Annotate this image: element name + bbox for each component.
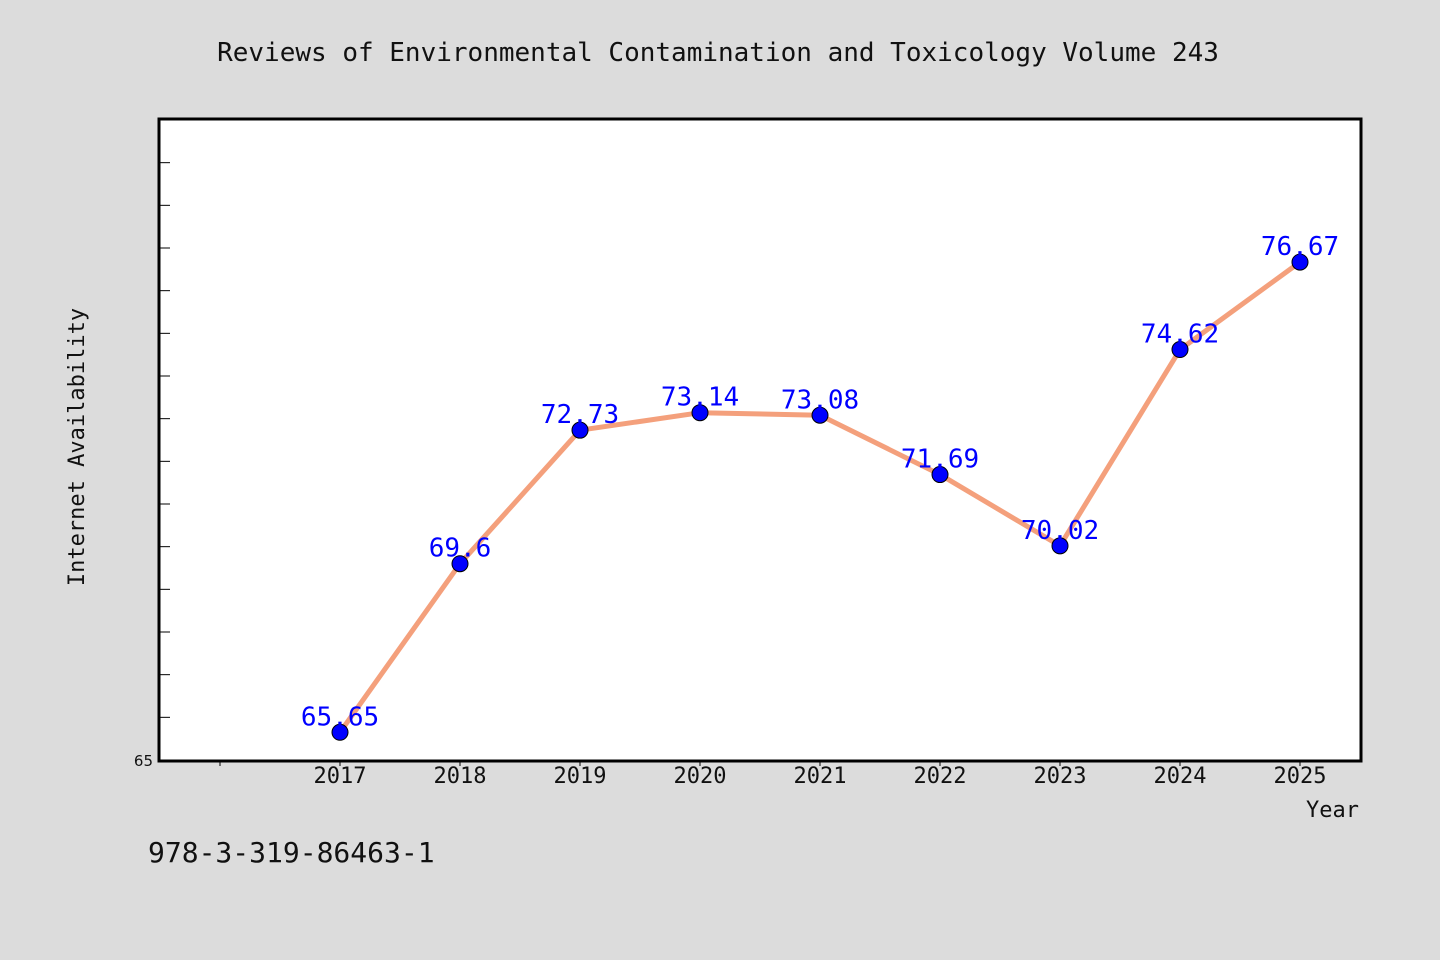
data-label: 72.73 xyxy=(541,400,619,430)
data-label: 70.02 xyxy=(1021,516,1099,546)
data-point xyxy=(451,555,469,573)
data-point xyxy=(1051,537,1069,555)
data-label: 76.67 xyxy=(1261,232,1339,262)
x-tick-label: 2024 xyxy=(1154,764,1207,789)
x-tick-label: 2020 xyxy=(674,764,727,789)
data-label: 71.69 xyxy=(901,445,979,475)
x-tick-label: 2025 xyxy=(1274,764,1327,789)
data-point xyxy=(691,404,709,422)
y-axis-label: Internet Availability xyxy=(65,308,90,586)
data-point xyxy=(331,723,349,741)
data-labels-group: 65.65 69.6 72.73 73.14 73.08 71.69 70.02 74.62 7… xyxy=(301,232,1339,732)
data-point xyxy=(1171,341,1189,359)
data-label: 73.14 xyxy=(661,383,739,413)
data-label: 74.62 xyxy=(1141,320,1219,350)
x-tick-label: 2021 xyxy=(794,764,847,789)
x-tick-label: 2019 xyxy=(554,764,607,789)
data-label: 69.6 xyxy=(429,534,492,564)
x-tick-label: 2023 xyxy=(1034,764,1087,789)
plot-area xyxy=(157,117,1363,763)
x-axis-ticks: 2017 2018 2019 2020 2021 2022 2023 2024 2025 xyxy=(219,761,1327,789)
series-group xyxy=(331,253,1309,741)
data-point xyxy=(931,466,949,484)
x-tick-label: 2018 xyxy=(434,764,487,789)
data-point xyxy=(571,421,589,439)
data-point xyxy=(811,406,829,424)
footnote-isbn: 978-3-319-86463-1 xyxy=(148,836,435,869)
chart-title: Reviews of Environmental Contamination a… xyxy=(217,38,1219,68)
x-tick-label: 2017 xyxy=(314,764,367,789)
x-axis-label: Year xyxy=(1306,798,1359,823)
data-label: 73.08 xyxy=(781,385,859,415)
data-label: 65.65 xyxy=(301,702,379,732)
x-tick-label: 2022 xyxy=(914,764,967,789)
y-axis-ticks xyxy=(160,162,170,761)
y-tick-label: 65 xyxy=(134,752,153,770)
data-point xyxy=(1291,253,1309,271)
